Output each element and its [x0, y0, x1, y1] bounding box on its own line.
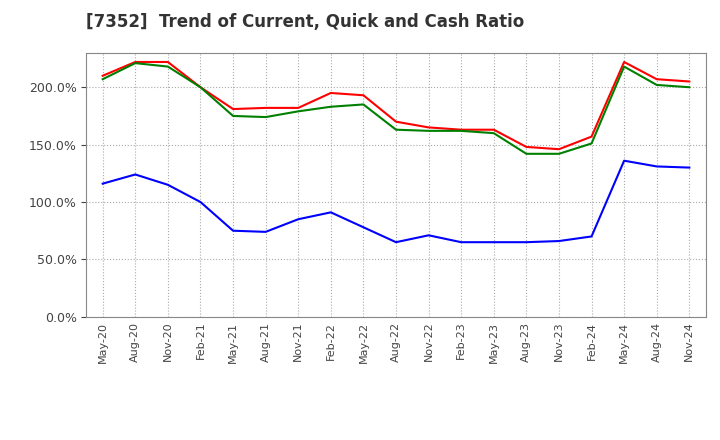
Quick Ratio: [522, 151, 531, 157]
Quick Ratio: [229, 113, 238, 118]
Quick Ratio: [294, 109, 302, 114]
Quick Ratio: [588, 141, 596, 146]
Quick Ratio: [457, 128, 466, 133]
Quick Ratio: [261, 114, 270, 120]
Current Ratio: [359, 93, 368, 98]
Current Ratio: [294, 105, 302, 110]
Current Ratio: [652, 77, 661, 82]
Cash Ratio: [588, 234, 596, 239]
Quick Ratio: [99, 77, 107, 82]
Current Ratio: [261, 105, 270, 110]
Text: [7352]  Trend of Current, Quick and Cash Ratio: [7352] Trend of Current, Quick and Cash …: [86, 13, 525, 31]
Cash Ratio: [490, 239, 498, 245]
Quick Ratio: [163, 64, 172, 69]
Current Ratio: [326, 90, 335, 95]
Current Ratio: [99, 73, 107, 78]
Quick Ratio: [554, 151, 563, 157]
Quick Ratio: [424, 128, 433, 133]
Quick Ratio: [359, 102, 368, 107]
Cash Ratio: [554, 238, 563, 244]
Current Ratio: [131, 59, 140, 65]
Quick Ratio: [326, 104, 335, 110]
Cash Ratio: [131, 172, 140, 177]
Cash Ratio: [261, 229, 270, 235]
Cash Ratio: [424, 233, 433, 238]
Current Ratio: [490, 127, 498, 132]
Cash Ratio: [652, 164, 661, 169]
Current Ratio: [588, 134, 596, 139]
Cash Ratio: [522, 239, 531, 245]
Cash Ratio: [359, 225, 368, 230]
Current Ratio: [229, 106, 238, 112]
Quick Ratio: [392, 127, 400, 132]
Quick Ratio: [620, 64, 629, 69]
Quick Ratio: [490, 131, 498, 136]
Cash Ratio: [392, 239, 400, 245]
Current Ratio: [457, 127, 466, 132]
Cash Ratio: [326, 210, 335, 215]
Current Ratio: [392, 119, 400, 125]
Line: Current Ratio: Current Ratio: [103, 62, 689, 149]
Line: Quick Ratio: Quick Ratio: [103, 63, 689, 154]
Quick Ratio: [131, 60, 140, 66]
Cash Ratio: [685, 165, 693, 170]
Cash Ratio: [229, 228, 238, 233]
Cash Ratio: [99, 181, 107, 186]
Cash Ratio: [163, 182, 172, 187]
Current Ratio: [554, 147, 563, 152]
Current Ratio: [424, 125, 433, 130]
Cash Ratio: [620, 158, 629, 163]
Quick Ratio: [196, 84, 204, 90]
Current Ratio: [620, 59, 629, 65]
Line: Cash Ratio: Cash Ratio: [103, 161, 689, 242]
Cash Ratio: [294, 216, 302, 222]
Quick Ratio: [685, 84, 693, 90]
Cash Ratio: [196, 199, 204, 205]
Current Ratio: [196, 84, 204, 90]
Cash Ratio: [457, 239, 466, 245]
Current Ratio: [522, 144, 531, 150]
Current Ratio: [685, 79, 693, 84]
Quick Ratio: [652, 82, 661, 88]
Current Ratio: [163, 59, 172, 65]
